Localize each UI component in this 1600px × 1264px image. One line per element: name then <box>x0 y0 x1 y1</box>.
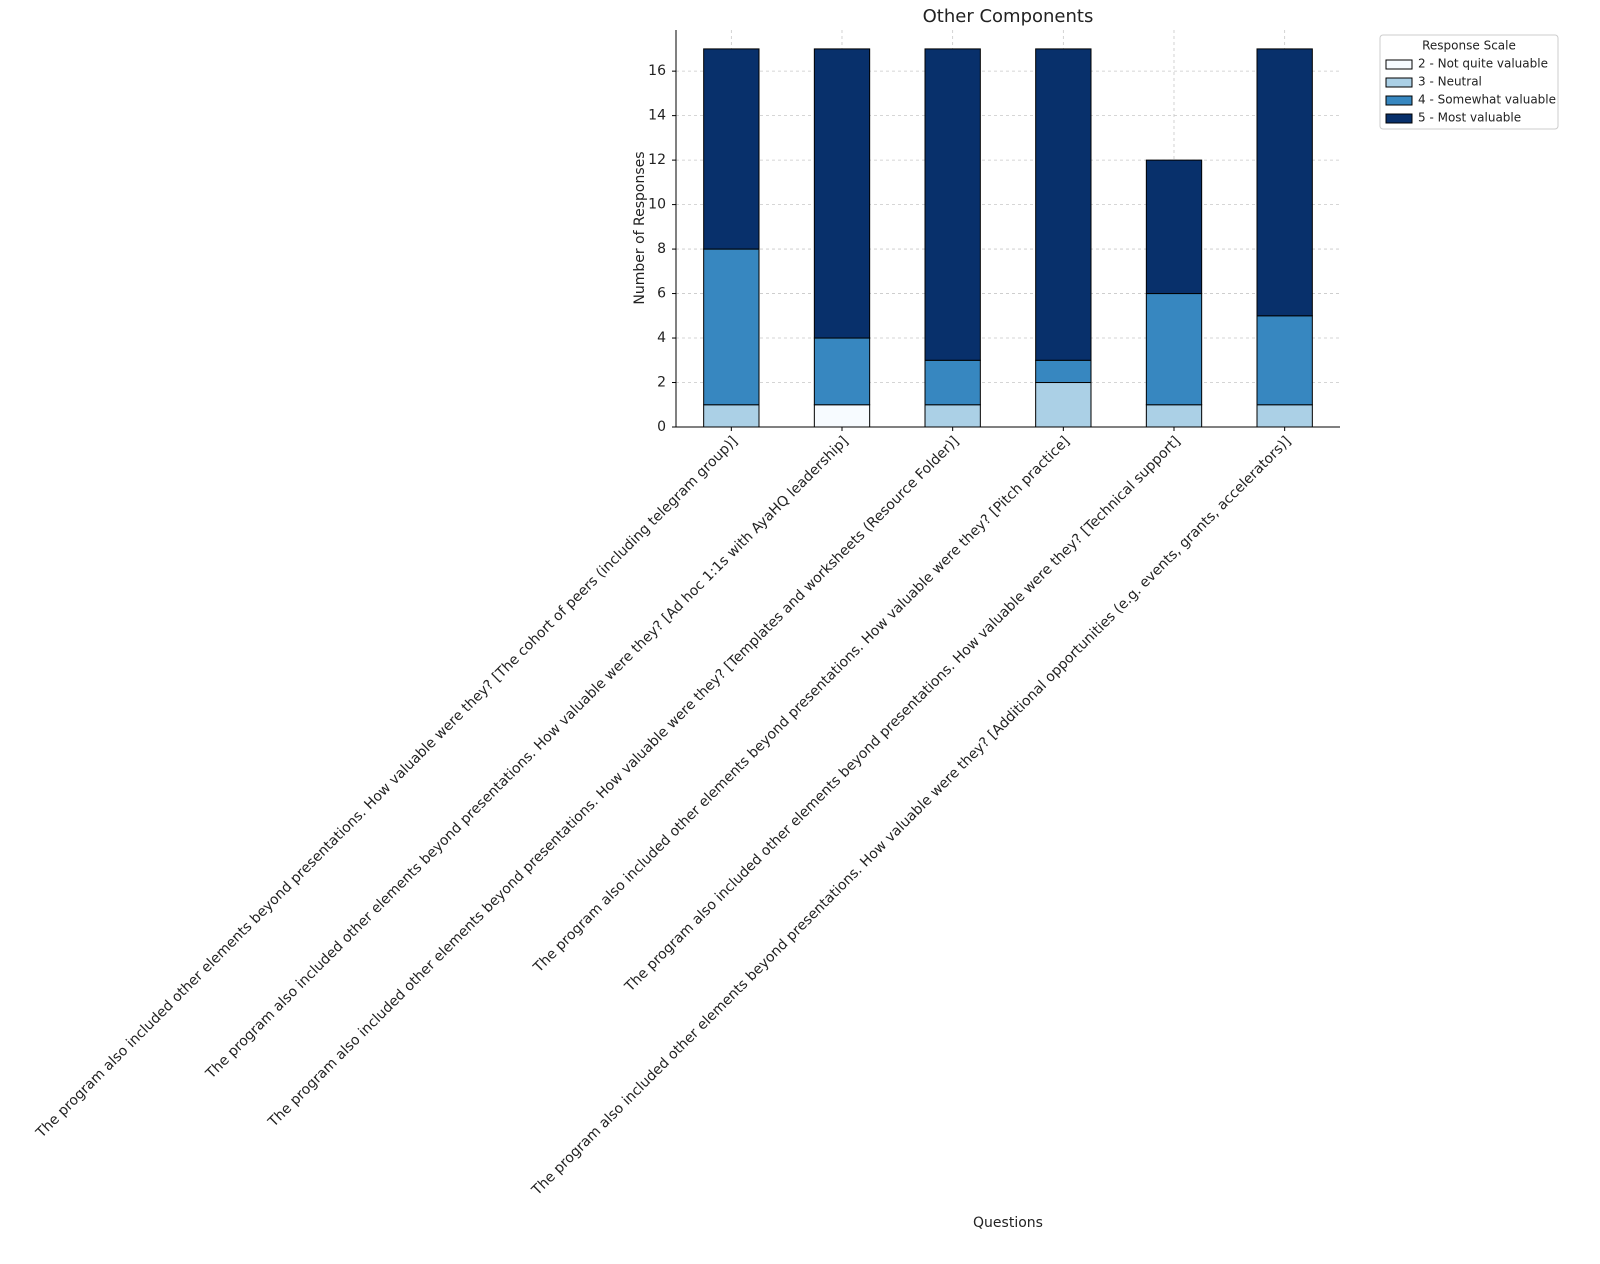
bar-segment <box>703 404 760 428</box>
bar-segment <box>924 48 981 361</box>
y-tick-label: 6 <box>657 286 666 302</box>
bar-segment <box>1035 359 1092 384</box>
legend-title: Response Scale <box>1422 39 1516 53</box>
x-tick-label: The program also included other elements… <box>265 433 963 1131</box>
x-tick-label: The program also included other elements… <box>528 433 1294 1199</box>
bar-segment <box>1035 382 1092 428</box>
bar-segment <box>1145 404 1203 428</box>
y-tick-label: 12 <box>648 152 666 168</box>
y-tick-label: 4 <box>657 330 666 346</box>
bar-segment <box>1145 159 1203 295</box>
bar-segment <box>924 404 981 428</box>
bar-segment <box>703 248 760 406</box>
y-tick-label: 16 <box>648 63 666 79</box>
legend-box <box>1379 34 1559 130</box>
bar-segment <box>813 404 871 428</box>
bar-segment <box>703 48 760 250</box>
x-tick-label: The program also included other elements… <box>621 433 1183 995</box>
bar-segment <box>1256 48 1313 317</box>
bar-segment <box>1035 48 1092 361</box>
legend-label: 3 - Neutral <box>1418 75 1482 89</box>
x-axis-label: Questions <box>973 1215 1043 1231</box>
legend-swatch <box>1385 113 1413 124</box>
legend-label: 4 - Somewhat valuable <box>1418 93 1556 107</box>
bar-segment <box>1256 404 1313 428</box>
bar-segment <box>924 359 981 406</box>
x-tick-label: The program also included other elements… <box>530 433 1073 976</box>
grid <box>676 30 1340 428</box>
y-axis-label: Number of Responses <box>632 151 648 304</box>
legend-swatch <box>1385 95 1413 106</box>
legend: Response Scale 2 - Not quite valuable 3 - … <box>1379 34 1559 130</box>
y-tick-label: 2 <box>657 375 666 391</box>
bar-segment <box>1145 293 1203 406</box>
legend-swatch <box>1385 59 1413 70</box>
y-tick-label: 0 <box>657 419 666 435</box>
legend-label: 5 - Most valuable <box>1418 111 1521 125</box>
legend-swatch <box>1385 77 1413 88</box>
y-tick-label: 8 <box>657 241 666 257</box>
y-tick-label: 10 <box>648 197 666 213</box>
bar-segment <box>813 337 871 406</box>
bar-segment <box>1256 315 1313 406</box>
legend-label: 2 - Not quite valuable <box>1418 57 1548 71</box>
chart-title: Other Components <box>923 6 1094 27</box>
y-tick-label: 14 <box>648 108 666 124</box>
bar-segment <box>813 48 871 339</box>
x-tick-label: The program also included other elements… <box>32 433 740 1141</box>
